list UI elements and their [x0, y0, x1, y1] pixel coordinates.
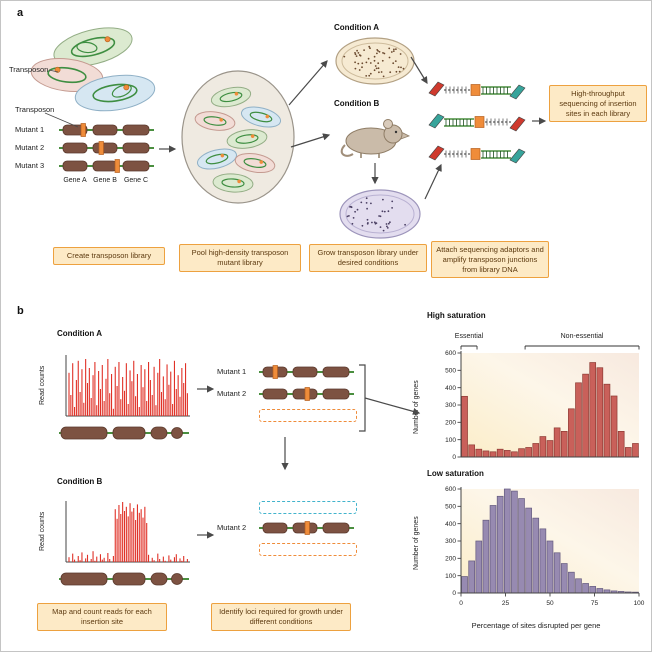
svg-text:0: 0	[452, 590, 456, 597]
b-mutant-1-gene-track	[259, 365, 354, 379]
svg-text:400: 400	[445, 385, 456, 392]
panel-b-label: b	[17, 305, 24, 317]
caption-identify-loci: Identify loci required for growth under …	[211, 603, 351, 631]
svg-text:300: 300	[445, 538, 456, 545]
result-box: High-throughput sequencing of insertion …	[549, 85, 647, 123]
svg-text:400: 400	[445, 521, 456, 528]
mouse-tail	[340, 144, 354, 157]
svg-text:100: 100	[634, 600, 645, 607]
transposon-dot-icon	[54, 66, 61, 73]
caption-grow-library: Grow transposon library under desired co…	[309, 244, 427, 272]
absent-mutant-box-orange-bottom	[259, 543, 357, 556]
adaptor-construct-1	[428, 81, 526, 100]
read-counts-plot-a	[65, 355, 190, 417]
gene-c-label: Gene C	[123, 177, 149, 184]
transposon-dot-icon	[104, 36, 111, 43]
svg-text:500: 500	[445, 504, 456, 511]
svg-text:50: 50	[546, 600, 554, 607]
read-counts-label-a: Read counts	[39, 365, 46, 405]
svg-text:0: 0	[459, 600, 463, 607]
svg-text:200: 200	[445, 556, 456, 563]
mutant-group-bracket	[359, 364, 366, 432]
svg-text:300: 300	[445, 402, 456, 409]
gene-a-label: Gene A	[63, 177, 87, 184]
mutant-1-label: Mutant 1	[15, 125, 45, 134]
svg-text:Non-essential: Non-essential	[561, 333, 604, 340]
genome-track-b	[59, 572, 189, 586]
mutant-3-label: Mutant 3	[15, 161, 45, 170]
svg-text:75: 75	[591, 600, 599, 607]
low-hist-ylabel: Number of genes	[413, 516, 420, 570]
panel-a-label: a	[17, 7, 24, 19]
b-condition-a-title: Condition A	[57, 329, 103, 338]
b-mutant-2b-label: Mutant 2	[217, 523, 247, 532]
low-saturation-title: Low saturation	[427, 469, 484, 478]
read-counts-plot-b	[65, 501, 190, 563]
b-mutant-2-gene-track	[259, 387, 354, 401]
high-saturation-title: High saturation	[427, 311, 486, 320]
mutant-2-gene-track	[59, 141, 154, 155]
caption-create-library: Create transposon library	[53, 247, 165, 265]
mutant-3-gene-track	[59, 159, 154, 173]
genome-track-a	[59, 426, 189, 440]
condition-b-title: Condition B	[334, 99, 380, 108]
pooled-library-illustration	[181, 70, 295, 204]
mutant-1-gene-track	[59, 123, 154, 137]
absent-mutant-box-orange-top	[259, 409, 357, 422]
svg-text:200: 200	[445, 420, 456, 427]
petri-dish-a	[335, 37, 415, 85]
b-mutant-2b-gene-track	[259, 521, 354, 535]
svg-text:Essential: Essential	[455, 333, 484, 340]
svg-text:500: 500	[445, 368, 456, 375]
gene-b-label: Gene B	[93, 177, 117, 184]
transposon-dot-icon	[123, 84, 130, 91]
caption-map-reads: Map and count reads for each insertion s…	[37, 603, 167, 631]
b-condition-b-title: Condition B	[57, 477, 103, 486]
absent-mutant-box-blue	[259, 501, 357, 514]
b-mutant-1-label: Mutant 1	[217, 367, 247, 376]
mouse-icon	[340, 119, 411, 158]
caption-attach-adaptors: Attach sequencing adaptors and amplify t…	[431, 241, 549, 279]
svg-text:100: 100	[445, 437, 456, 444]
hist-xlabel: Percentage of sites disrupted per gene	[471, 621, 601, 630]
svg-text:0: 0	[452, 454, 456, 461]
adaptor-construct-2	[428, 113, 526, 132]
b-mutant-2-label: Mutant 2	[217, 389, 247, 398]
svg-text:600: 600	[445, 350, 456, 357]
svg-text:100: 100	[445, 573, 456, 580]
petri-dish-b	[339, 189, 421, 239]
low-saturation-histogram: 0 100 200 300 400 500 600 0 25 50 75 100	[445, 486, 645, 607]
read-counts-label-b: Read counts	[39, 511, 46, 551]
transposon-cells-illustration	[30, 27, 156, 112]
condition-a-title: Condition A	[334, 23, 380, 32]
adaptor-construct-3	[428, 145, 526, 164]
caption-pool-library: Pool high-density transposon mutant libr…	[179, 244, 301, 272]
transposon-track-label: Transposon	[15, 105, 55, 114]
svg-text:600: 600	[445, 486, 456, 493]
arrow-mutants-to-histograms	[364, 397, 421, 415]
svg-text:25: 25	[502, 600, 510, 607]
transposon-callout-label: Transposon	[9, 65, 49, 74]
arrow-dish-b-to-adaptors	[424, 163, 442, 200]
mutant-2-label: Mutant 2	[15, 143, 45, 152]
high-saturation-histogram: 0 100 200 300 400 500 600 Essential Non-essentia…	[445, 333, 640, 461]
high-hist-ylabel: Number of genes	[413, 380, 420, 434]
